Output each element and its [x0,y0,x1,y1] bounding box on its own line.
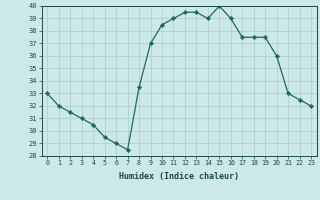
X-axis label: Humidex (Indice chaleur): Humidex (Indice chaleur) [119,172,239,181]
